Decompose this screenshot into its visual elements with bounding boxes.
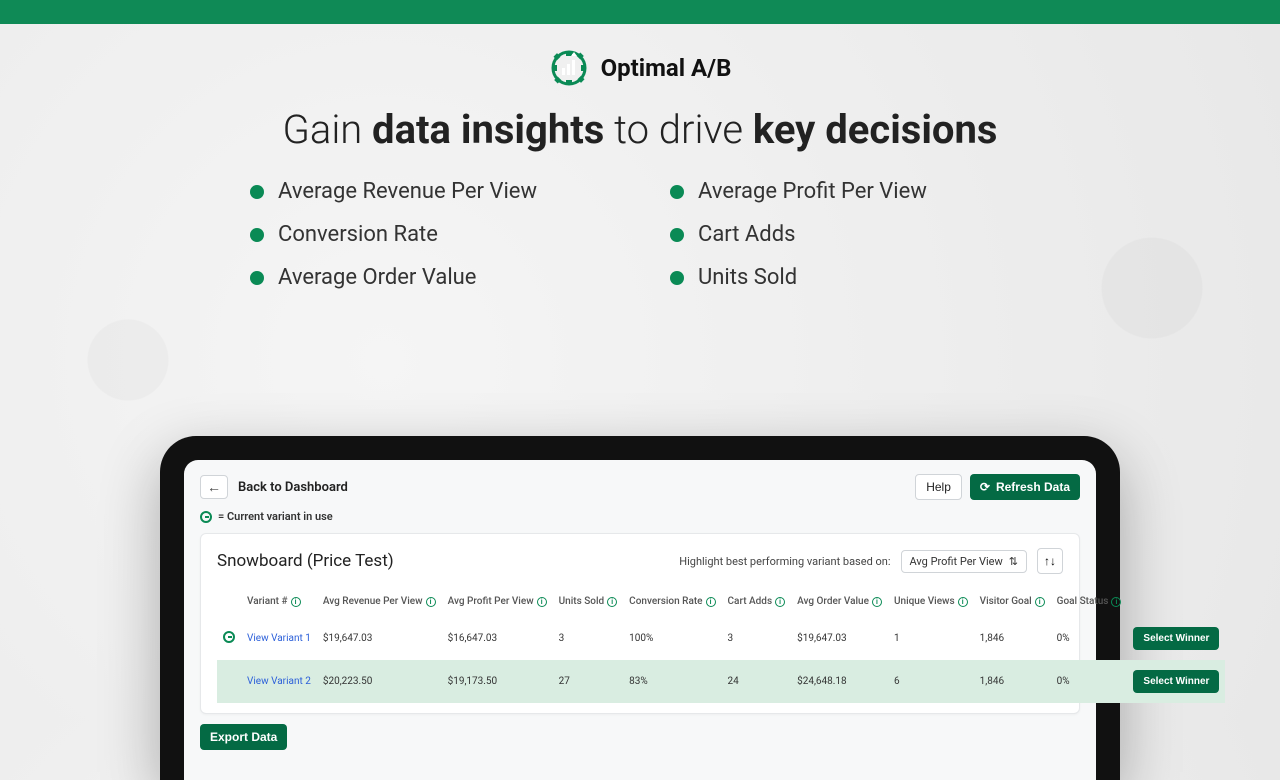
- variant-link[interactable]: View Variant 1: [247, 633, 311, 644]
- col-header: Variant #i: [241, 588, 317, 617]
- refresh-label: Refresh Data: [996, 480, 1070, 494]
- info-icon[interactable]: i: [426, 597, 436, 607]
- screen-header: ← Back to Dashboard Help ⟳ Refresh Data: [200, 474, 1080, 500]
- cell-avg-profit: $16,647.03: [442, 617, 553, 660]
- clock-icon: [223, 631, 235, 643]
- back-label: Back to Dashboard: [238, 480, 348, 495]
- info-icon[interactable]: i: [872, 597, 882, 607]
- col-header: Units Soldi: [553, 588, 624, 617]
- info-icon[interactable]: i: [537, 597, 547, 607]
- back-button[interactable]: ←: [200, 475, 228, 499]
- refresh-icon: ⟳: [980, 480, 990, 494]
- headline-bold: key decisions: [753, 106, 998, 153]
- bullet-dot-icon: [670, 228, 684, 242]
- cell-visitor-goal: 1,846: [974, 617, 1051, 660]
- col-header: Unique Viewsi: [888, 588, 974, 617]
- legend-text: = Current variant in use: [218, 510, 333, 523]
- tablet-frame: ← Back to Dashboard Help ⟳ Refresh Data …: [160, 436, 1120, 780]
- headline-part: to drive: [604, 106, 753, 153]
- variants-table: Variant #iAvg Revenue Per ViewiAvg Profi…: [217, 588, 1225, 703]
- cell-visitor-goal: 1,846: [974, 660, 1051, 703]
- clock-icon: [200, 511, 212, 523]
- cell-unique-views: 1: [888, 617, 974, 660]
- info-icon[interactable]: i: [775, 597, 785, 607]
- highlight-metric-select[interactable]: Avg Profit Per View ⇅: [901, 550, 1027, 573]
- app-screen: ← Back to Dashboard Help ⟳ Refresh Data …: [184, 460, 1096, 780]
- back-group: ← Back to Dashboard: [200, 475, 348, 499]
- cell-cart-adds: 3: [722, 617, 792, 660]
- legend: = Current variant in use: [200, 510, 1080, 523]
- bullet-label: Units Sold: [698, 265, 797, 290]
- bullet-label: Conversion Rate: [278, 222, 438, 247]
- cell-goal-status: 0%: [1051, 617, 1128, 660]
- info-icon[interactable]: i: [706, 597, 716, 607]
- sort-button[interactable]: ↑↓: [1037, 548, 1063, 574]
- cell-avg-profit: $19,173.50: [442, 660, 553, 703]
- cell-units-sold: 27: [553, 660, 624, 703]
- col-header: Avg Revenue Per Viewi: [317, 588, 442, 617]
- col-header: Goal Statusi: [1051, 588, 1128, 617]
- bullet-label: Average Revenue Per View: [278, 179, 537, 204]
- bullet-dot-icon: [670, 185, 684, 199]
- info-icon[interactable]: i: [291, 597, 301, 607]
- bullet-item: Average Revenue Per View: [250, 179, 610, 204]
- col-header: Cart Addsi: [722, 588, 792, 617]
- headline-bold: data insights: [372, 106, 604, 153]
- refresh-button[interactable]: ⟳ Refresh Data: [970, 474, 1080, 500]
- brand-header: Optimal A/B: [0, 48, 1280, 88]
- cell-avg-revenue: $19,647.03: [317, 617, 442, 660]
- top-brand-bar: [0, 0, 1280, 24]
- bullet-item: Cart Adds: [670, 222, 1030, 247]
- info-icon[interactable]: i: [607, 597, 617, 607]
- info-icon[interactable]: i: [958, 597, 968, 607]
- test-card: Snowboard (Price Test) Highlight best pe…: [200, 533, 1080, 714]
- headline-part: Gain: [283, 106, 373, 153]
- bullet-dot-icon: [250, 228, 264, 242]
- brand-name: Optimal A/B: [601, 54, 732, 82]
- help-button[interactable]: Help: [915, 474, 962, 500]
- bullet-label: Average Order Value: [278, 265, 476, 290]
- select-winner-button[interactable]: Select Winner: [1133, 627, 1219, 650]
- cell-goal-status: 0%: [1051, 660, 1128, 703]
- bullet-item: Conversion Rate: [250, 222, 610, 247]
- cell-unique-views: 6: [888, 660, 974, 703]
- bullet-item: Units Sold: [670, 265, 1030, 290]
- col-header: Visitor Goali: [974, 588, 1051, 617]
- table-row: View Variant 1 $19,647.03 $16,647.03 3 1…: [217, 617, 1225, 660]
- highlight-label: Highlight best performing variant based …: [679, 555, 890, 568]
- cell-avg-order: $19,647.03: [791, 617, 888, 660]
- bullet-label: Cart Adds: [698, 222, 795, 247]
- variant-link[interactable]: View Variant 2: [247, 676, 311, 687]
- cell-avg-order: $24,648.18: [791, 660, 888, 703]
- col-header: Avg Order Valuei: [791, 588, 888, 617]
- bullet-dot-icon: [670, 271, 684, 285]
- headline: Gain data insights to drive key decision…: [0, 106, 1280, 153]
- bullet-item: Average Order Value: [250, 265, 610, 290]
- brand-logo-icon: [549, 48, 589, 88]
- cell-conversion: 83%: [623, 660, 721, 703]
- highlight-metric-value: Avg Profit Per View: [910, 555, 1003, 568]
- cell-conversion: 100%: [623, 617, 721, 660]
- cell-cart-adds: 24: [722, 660, 792, 703]
- col-header: Conversion Ratei: [623, 588, 721, 617]
- bullet-dot-icon: [250, 185, 264, 199]
- select-winner-button[interactable]: Select Winner: [1133, 670, 1219, 693]
- cell-avg-revenue: $20,223.50: [317, 660, 442, 703]
- bullet-item: Average Profit Per View: [670, 179, 1030, 204]
- feature-bullets: Average Revenue Per View Average Profit …: [250, 179, 1030, 290]
- card-title: Snowboard (Price Test): [217, 551, 394, 571]
- bullet-label: Average Profit Per View: [698, 179, 927, 204]
- bullet-dot-icon: [250, 271, 264, 285]
- table-row: View Variant 2 $20,223.50 $19,173.50 27 …: [217, 660, 1225, 703]
- col-header: Avg Profit Per Viewi: [442, 588, 553, 617]
- info-icon[interactable]: i: [1111, 597, 1121, 607]
- cell-units-sold: 3: [553, 617, 624, 660]
- chevron-updown-icon: ⇅: [1009, 555, 1018, 568]
- info-icon[interactable]: i: [1035, 597, 1045, 607]
- export-button[interactable]: Export Data: [200, 724, 287, 750]
